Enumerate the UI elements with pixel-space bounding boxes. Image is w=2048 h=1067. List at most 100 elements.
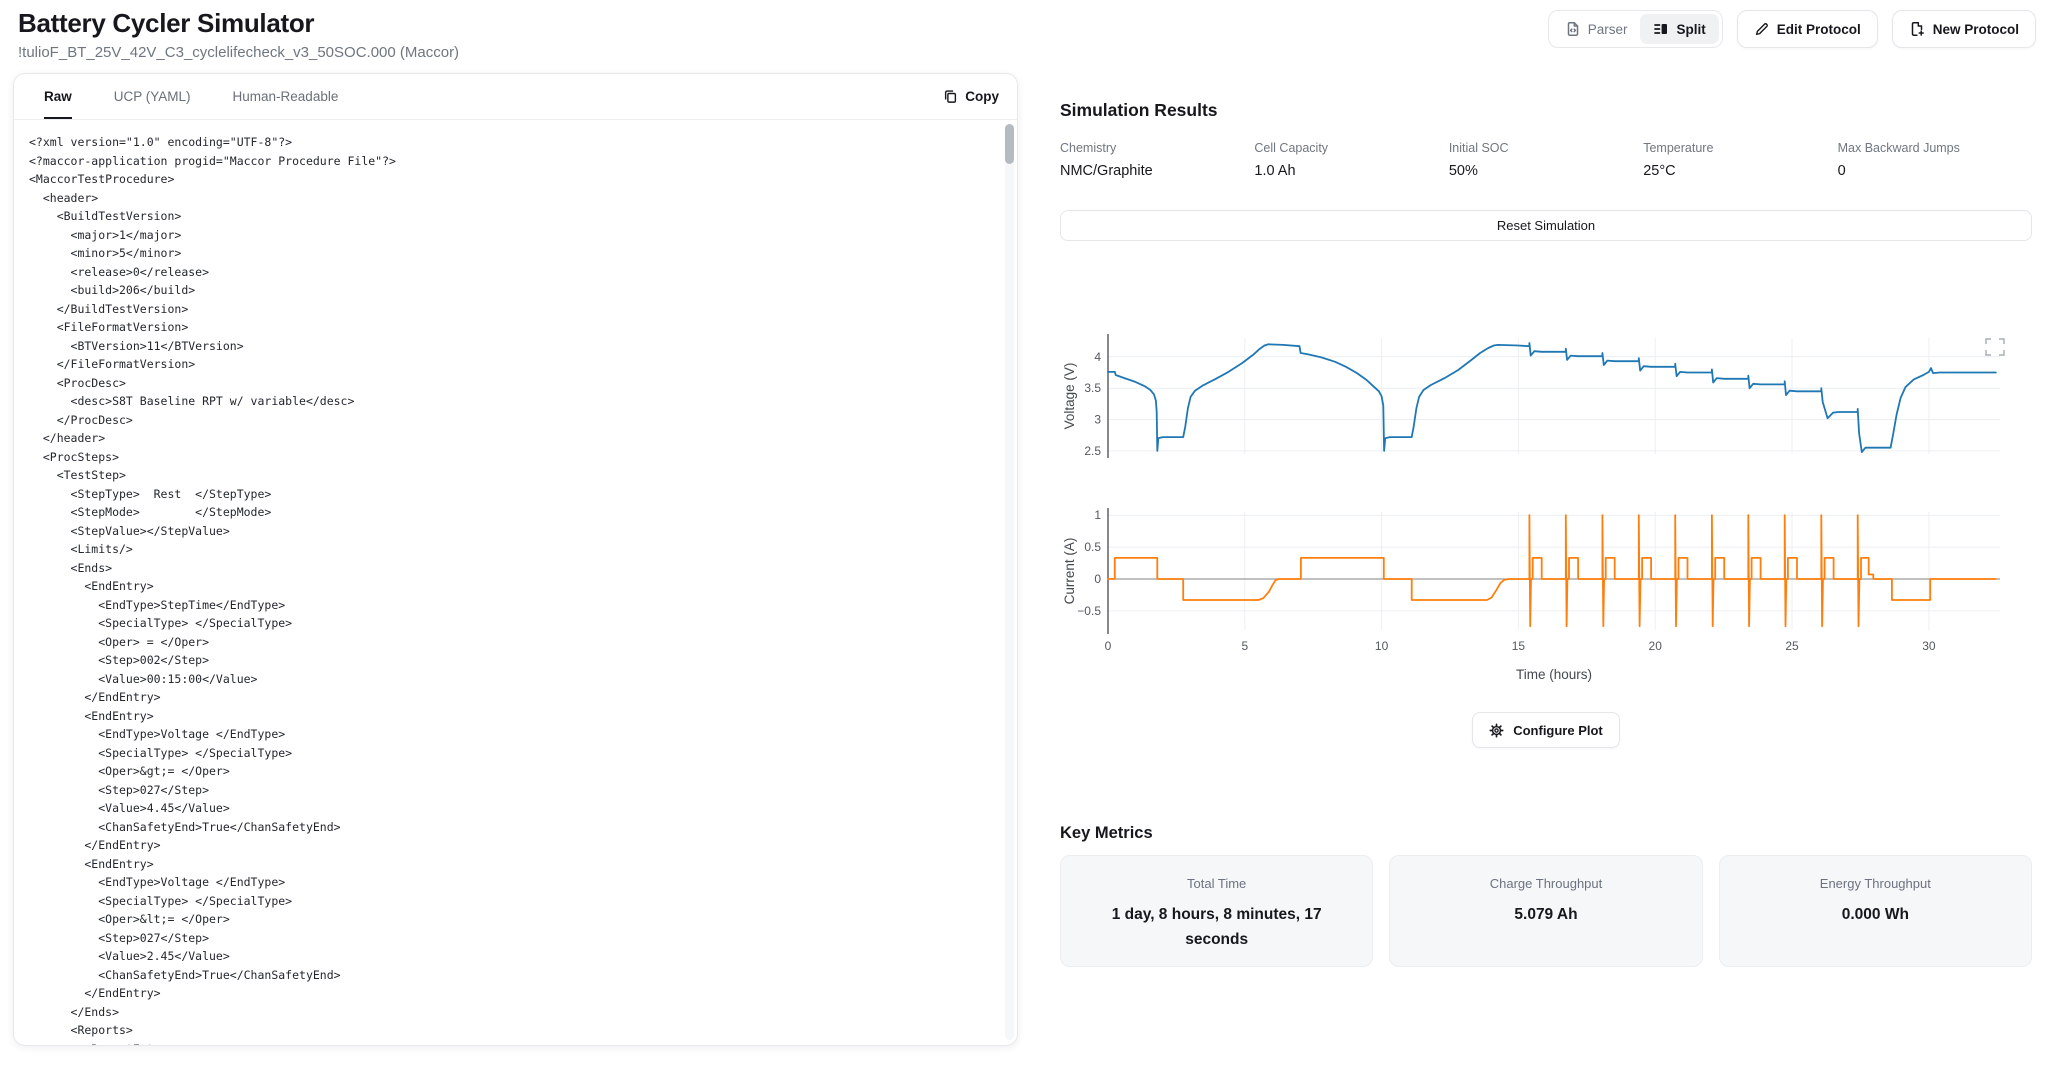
code-line: <StepValue></StepValue> [29, 523, 230, 538]
fullscreen-icon[interactable] [1985, 338, 2005, 356]
code-line: <release>0</release> [29, 264, 210, 279]
code-line: <Ends> [29, 560, 113, 575]
svg-text:5: 5 [1241, 639, 1248, 653]
code-line: </EndEntry> [29, 986, 161, 1000]
parameter-label: Max Backward Jumps [1837, 141, 1960, 155]
xml-code-view: <?xml version="1.0" encoding="UTF-8"?> <?… [14, 120, 1017, 1046]
svg-text:25: 25 [1785, 639, 1799, 653]
code-line: </Ends> [29, 1004, 120, 1019]
code-line: <Step>002</Step> [29, 653, 210, 667]
tab-raw[interactable]: Raw [44, 74, 72, 119]
results-heading: Simulation Results [1060, 100, 1218, 120]
metric-label: Total Time [1187, 876, 1247, 891]
parameter-max-backward-jumps: Max Backward Jumps 0 [1838, 141, 2032, 179]
parameter-value: 1.0 Ah [1254, 163, 1296, 179]
gear-icon [1489, 722, 1504, 738]
protocol-tabs: Raw UCP (YAML) Human-Readable [44, 74, 380, 119]
svg-text:Time (hours): Time (hours) [1516, 667, 1592, 682]
parameter-initial-soc: Initial SOC 50% [1449, 141, 1643, 179]
parameter-value: 50% [1448, 163, 1478, 179]
parameter-label: Chemistry [1060, 141, 1117, 155]
view-toggle-split[interactable]: Split [1640, 14, 1719, 44]
code-line: <Limits/> [29, 542, 133, 556]
code-line: </EndEntry> [29, 838, 161, 852]
tab-human-readable[interactable]: Human-Readable [232, 89, 339, 104]
svg-text:Current (A): Current (A) [1062, 538, 1077, 605]
copy-button[interactable]: Copy [943, 74, 999, 119]
view-toggle-parser[interactable]: Parser [1552, 14, 1641, 44]
new-protocol-button[interactable]: New Protocol [1891, 10, 2036, 48]
code-line: <?xml version="1.0" encoding="UTF-8"?> [29, 135, 293, 149]
code-line: <ReportEntry> [29, 1040, 993, 1046]
configure-plot-label: Configure Plot [1513, 722, 1603, 738]
reset-simulation-button[interactable]: Reset Simulation [1060, 210, 2032, 241]
code-line: <BuildTestVersion> [29, 209, 182, 223]
parameter-label: Cell Capacity [1254, 141, 1329, 155]
svg-text:2.5: 2.5 [1084, 444, 1101, 458]
code-line: <Oper>&gt;= </Oper> [29, 764, 230, 778]
toolbar: Parser Split Edit Protocol [1547, 10, 2036, 48]
svg-text:1: 1 [1094, 508, 1101, 522]
code-line: <StepType> Rest </StepType> [29, 486, 272, 501]
parameter-chemistry: Chemistry NMC/Graphite [1060, 141, 1254, 179]
code-line: </header> [29, 431, 106, 445]
key-metrics-heading: Key Metrics [1060, 824, 1153, 842]
code-line: <Value>4.45</Value> [29, 801, 230, 815]
parameter-value: NMC/Graphite [1060, 163, 1153, 179]
parameter-temperature: Temperature 25°C [1643, 141, 1837, 179]
svg-text:15: 15 [1512, 639, 1526, 653]
simulation-parameters: Chemistry NMC/Graphite Cell Capacity 1.0 Ah… [1060, 141, 2032, 179]
code-line: <MaccorTestProcedure> [29, 172, 175, 186]
configure-plot-button[interactable]: Configure Plot [1472, 712, 1620, 748]
parameter-value: 25°C [1643, 163, 1676, 179]
tab-ucp-yaml-[interactable]: UCP (YAML) [113, 89, 191, 104]
code-line: <Value>00:15:00</Value> [29, 671, 258, 686]
metric-label: Energy Throughput [1819, 876, 1931, 891]
code-line: <FileFormatVersion> [29, 320, 189, 334]
code-line: <SpecialType> </SpecialType> [29, 745, 293, 760]
code-line: <TestStep> [29, 468, 126, 482]
code-line: <Oper> = </Oper> [29, 634, 210, 649]
view-toggle: Parser Split [1547, 10, 1723, 48]
view-toggle-parser-label: Parser [1587, 21, 1628, 37]
code-line: <ChanSafetyEnd>True</ChanSafetyEnd> [29, 967, 341, 982]
code-line: <EndType>StepTime</EndType> [29, 597, 286, 612]
key-metrics-cards: Total Time 1 day, 8 hours, 8 minutes, 17 … [1060, 855, 2032, 967]
code-line: <build>206</build> [29, 283, 196, 297]
protocol-panel: Raw UCP (YAML) Human-Readable Copy <?xml v… [13, 73, 1018, 1046]
scrollbar-track[interactable] [1005, 124, 1014, 1040]
code-line: <StepMode> </StepMode> [29, 505, 272, 519]
parameter-value: 0 [1837, 163, 1846, 179]
parameter-cell-capacity: Cell Capacity 1.0 Ah [1254, 141, 1448, 179]
metric-value: 0.000 Wh [1841, 906, 1909, 923]
code-line: <ProcDesc> [29, 375, 126, 390]
code-line: <?maccor-application progid="Maccor Proc… [29, 153, 396, 168]
split-layout-icon [1653, 21, 1669, 37]
svg-text:0: 0 [1094, 572, 1101, 586]
protocol-tabbar: Raw UCP (YAML) Human-Readable Copy [14, 74, 1017, 120]
page-title: Battery Cycler Simulator [18, 8, 315, 38]
code-line: </BuildTestVersion> [29, 301, 189, 316]
svg-text:0: 0 [1105, 639, 1112, 653]
copy-label: Copy [965, 89, 999, 104]
file-plus-icon [1909, 21, 1925, 37]
metric-value: 1 day, 8 hours, 8 minutes, 17 seconds [1111, 906, 1322, 948]
svg-text:30: 30 [1922, 639, 1936, 653]
scrollbar-thumb[interactable] [1005, 124, 1014, 164]
copy-icon [943, 89, 958, 104]
svg-text:20: 20 [1649, 639, 1663, 653]
svg-text:−0.5: −0.5 [1077, 604, 1101, 618]
code-line: <EndType>Voltage </EndType> [29, 727, 286, 741]
code-line: <minor>5</minor> [29, 246, 182, 260]
edit-protocol-button[interactable]: Edit Protocol [1736, 10, 1878, 48]
pencil-icon [1754, 22, 1769, 37]
code-line: <desc>S8T Baseline RPT w/ variable</desc… [29, 394, 355, 408]
code-line: <Reports> [29, 1023, 133, 1037]
edit-protocol-label: Edit Protocol [1776, 21, 1861, 37]
view-toggle-split-label: Split [1676, 21, 1706, 37]
parameter-label: Temperature [1643, 141, 1714, 155]
code-line: <EndEntry> [29, 856, 154, 871]
code-line: </FileFormatVersion> [29, 357, 196, 371]
code-line: <Step>027</Step> [29, 782, 210, 797]
